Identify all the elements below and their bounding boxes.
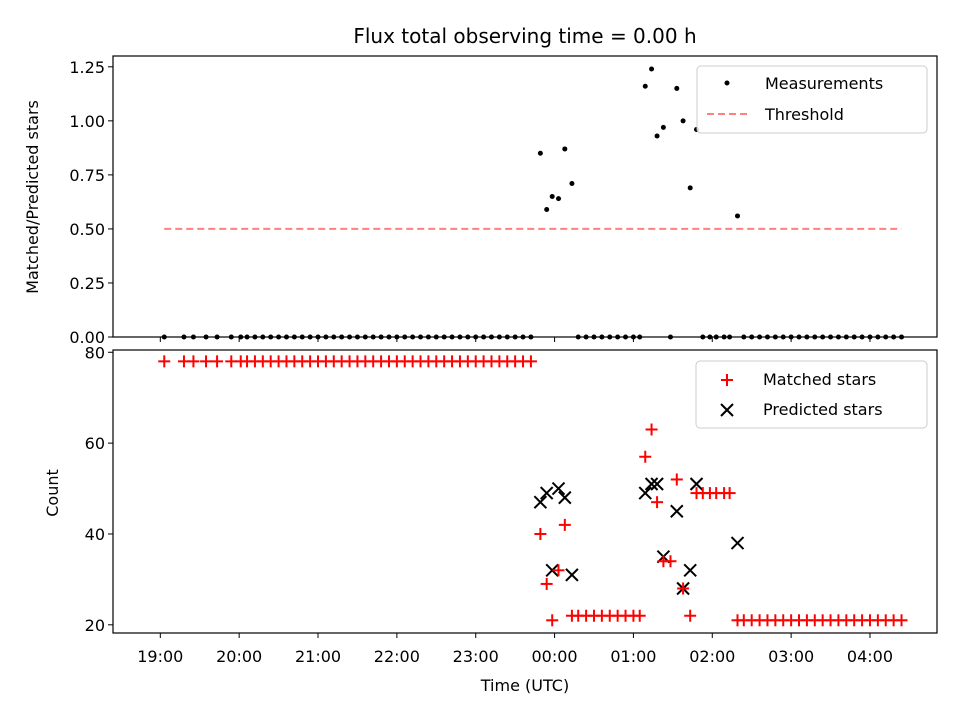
bottom-x-tick-label: 04:00 [847, 647, 893, 666]
predicted-star-marker [689, 477, 704, 491]
measurement-point [687, 185, 693, 191]
matched-star-marker [651, 496, 664, 509]
matched-star-marker [677, 582, 690, 595]
legend-threshold-label: Threshold [764, 105, 844, 124]
bottom-panel-x-ticks: 19:00 20:00 21:00 22:00 23:00 00:00 01:00 02:00… [137, 633, 893, 666]
top-panel: Flux total observing time = 0.00 h Match… [23, 24, 938, 347]
top-panel-y-ticks: 0.00 0.25 0.50 0.75 1.00 1.25 [69, 58, 113, 347]
top-y-tick-label: 1.25 [69, 58, 105, 77]
bottom-x-tick-label: 02:00 [689, 647, 735, 666]
bottom-panel: Count Time (UTC) 20 40 60 80 19:00 20:00 21:0… [43, 343, 938, 695]
measurement-point [649, 66, 655, 72]
bottom-x-tick-label: 22:00 [374, 647, 420, 666]
bottom-y-tick-label: 40 [85, 525, 105, 544]
matched-star-marker [558, 518, 571, 531]
bottom-x-tick-label: 21:00 [295, 647, 341, 666]
predicted-star-marker [730, 536, 745, 550]
matched-star-marker [552, 564, 565, 577]
predicted-star-marker [558, 490, 572, 505]
legend-predicted-marker [720, 403, 734, 417]
matched-star-marker [895, 614, 908, 627]
matched-star-marker [670, 473, 683, 486]
predicted-star-marker [683, 563, 697, 578]
measurement-point [735, 213, 741, 219]
predicted-star-marker [539, 486, 554, 500]
measurement-point [680, 118, 686, 124]
legend-matched-label: Matched stars [763, 370, 876, 389]
bottom-x-tick-label: 19:00 [137, 647, 183, 666]
legend-measurements-marker [724, 80, 730, 86]
bottom-panel-legend: Matched stars Predicted stars [695, 360, 928, 429]
top-y-tick-label: 0.75 [69, 166, 105, 185]
bottom-x-tick-label: 23:00 [453, 647, 499, 666]
measurement-point [537, 150, 543, 156]
bottom-x-tick-label: 03:00 [768, 647, 814, 666]
matched-star-marker [211, 355, 224, 368]
matched-star-marker [158, 355, 171, 368]
bottom-x-tick-label: 01:00 [610, 647, 656, 666]
bottom-x-tick-label: 00:00 [532, 647, 578, 666]
measurement-point [549, 194, 555, 199]
measurement-point [556, 196, 562, 202]
predicted-star-marker [545, 563, 559, 578]
matched-star-marker [200, 355, 213, 368]
top-panel-y-axis-label: Matched/Predicted stars [23, 100, 42, 294]
legend-measurements-label: Measurements [765, 74, 883, 93]
top-y-tick-label: 0.00 [69, 328, 105, 347]
measurement-point [562, 146, 568, 152]
measurement-point [642, 83, 648, 89]
top-legend-box [696, 65, 928, 134]
matched-star-marker [684, 609, 697, 622]
matched-star-marker [534, 527, 547, 540]
bottom-panel-frame [112, 349, 938, 634]
predicted-star-marker [670, 504, 684, 518]
top-panel-frame [112, 55, 938, 338]
measurement-point [654, 133, 660, 139]
matched-star-marker [645, 423, 658, 436]
measurement-point [544, 206, 550, 212]
top-y-tick-label: 1.00 [69, 112, 105, 131]
top-panel-title: Flux total observing time = 0.00 h [353, 24, 696, 48]
bottom-panel-x-axis-label: Time (UTC) [480, 676, 569, 695]
measurement-point [674, 85, 680, 91]
bottom-legend-box [695, 360, 928, 429]
matched-star-marker [546, 614, 559, 627]
bottom-x-tick-label: 20:00 [216, 647, 262, 666]
matched-star-marker [664, 555, 677, 568]
top-y-tick-label: 0.25 [69, 274, 105, 293]
matched-star-marker [633, 609, 646, 622]
matched-stars-series [158, 355, 908, 627]
legend-predicted-label: Predicted stars [763, 400, 883, 419]
predicted-star-marker [551, 481, 566, 496]
measurement-point [660, 124, 666, 130]
bottom-panel-y-axis-label: Count [43, 469, 62, 517]
matched-star-marker [723, 487, 736, 500]
bottom-y-tick-label: 60 [85, 434, 105, 453]
bottom-panel-y-ticks: 20 40 60 80 [85, 343, 113, 635]
matched-star-marker [187, 355, 200, 368]
matched-star-marker [524, 355, 537, 368]
predicted-star-marker [533, 495, 548, 509]
matched-star-marker [540, 577, 553, 590]
measurement-point [569, 181, 575, 187]
predicted-star-marker [565, 568, 579, 582]
predicted-star-marker [638, 486, 652, 500]
legend-matched-marker [721, 374, 733, 386]
predicted-star-marker [644, 477, 659, 491]
predicted-star-marker [650, 477, 664, 491]
matched-star-marker [639, 450, 652, 463]
top-y-tick-label: 0.50 [69, 220, 105, 239]
bottom-y-tick-label: 20 [85, 616, 105, 635]
predicted-stars-series [533, 477, 745, 596]
top-panel-x-ticks [159, 337, 871, 342]
top-panel-legend: Measurements Threshold [696, 65, 928, 134]
bottom-y-tick-label: 80 [85, 343, 105, 362]
